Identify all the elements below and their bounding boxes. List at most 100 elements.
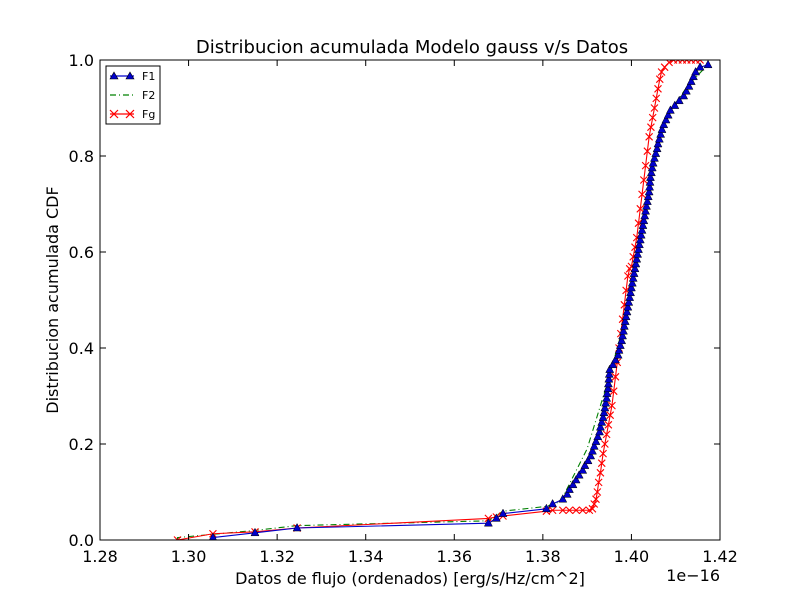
data-point-f1 bbox=[637, 225, 647, 234]
data-point-fg bbox=[572, 506, 580, 515]
x-tick-label: 1.28 bbox=[82, 547, 118, 566]
data-point-f1 bbox=[608, 359, 618, 369]
data-point-f1 bbox=[634, 239, 644, 249]
data-point-f1 bbox=[599, 407, 609, 417]
data-point-f1 bbox=[643, 191, 653, 201]
data-point-f1 bbox=[619, 326, 628, 335]
y-tick-label: 0.2 bbox=[69, 435, 94, 454]
data-point-fg bbox=[638, 190, 646, 199]
data-point-f1 bbox=[645, 177, 655, 186]
legend: F1 F2 Fg bbox=[105, 65, 161, 125]
x-tick-label: 1.40 bbox=[614, 547, 650, 566]
x-tick-label: 1.30 bbox=[171, 547, 207, 566]
data-point-f1 bbox=[621, 311, 631, 321]
x-axis-offset-label: 1e−16 bbox=[666, 566, 720, 585]
data-point-f1 bbox=[614, 345, 624, 354]
data-point-f1 bbox=[635, 234, 645, 244]
data-point-f1 bbox=[593, 431, 603, 441]
data-point-f1 bbox=[642, 196, 652, 205]
chart-title: Distribucion acumulada Modelo gauss v/s … bbox=[196, 37, 628, 58]
data-point-f1 bbox=[558, 494, 568, 503]
data-point-f1 bbox=[652, 143, 662, 153]
data-point-f1 bbox=[674, 95, 684, 105]
data-point-f1 bbox=[681, 86, 691, 95]
data-point-fg bbox=[639, 176, 648, 184]
data-point-fg bbox=[655, 75, 664, 84]
y-tick-label: 0.4 bbox=[69, 339, 94, 358]
data-point-f1 bbox=[568, 479, 578, 489]
data-point-f1 bbox=[630, 263, 640, 273]
data-point-f1 bbox=[629, 268, 639, 277]
x-tick-label: 1.36 bbox=[436, 547, 472, 566]
data-point-fg bbox=[650, 104, 659, 112]
legend-label-fg: Fg bbox=[142, 108, 155, 121]
data-point-fg bbox=[173, 536, 182, 540]
data-point-fg bbox=[657, 68, 666, 76]
data-point-f1 bbox=[659, 119, 669, 129]
data-point-f1 bbox=[646, 172, 655, 181]
data-point-fg bbox=[643, 147, 652, 156]
data-point-fg bbox=[596, 468, 605, 477]
x-tick-label: 1.42 bbox=[702, 547, 738, 566]
data-point-fg bbox=[696, 60, 704, 64]
data-point-f1 bbox=[491, 513, 501, 522]
data-point-f1 bbox=[638, 220, 648, 229]
data-point-fg bbox=[558, 506, 567, 515]
legend-label-f1: F1 bbox=[142, 70, 155, 83]
data-point-f1 bbox=[641, 206, 651, 215]
data-point-f1 bbox=[684, 81, 694, 90]
data-point-f1 bbox=[617, 335, 627, 345]
data-point-fg bbox=[600, 440, 609, 448]
data-point-f1 bbox=[646, 167, 656, 177]
series-f1 bbox=[208, 60, 713, 540]
data-point-f1 bbox=[654, 134, 664, 143]
data-point-f1 bbox=[622, 306, 632, 316]
data-point-fg bbox=[594, 478, 603, 487]
data-point-f1 bbox=[619, 321, 629, 330]
data-point-f1 bbox=[604, 369, 614, 378]
data-point-fg bbox=[647, 123, 655, 132]
data-point-f1 bbox=[601, 398, 611, 407]
data-point-fg bbox=[652, 94, 661, 103]
y-tick-label: 0.8 bbox=[69, 147, 94, 166]
data-point-f1 bbox=[625, 292, 635, 301]
data-point-fg bbox=[623, 272, 632, 280]
data-point-fg bbox=[578, 506, 587, 515]
legend-label-f2: F2 bbox=[142, 89, 155, 102]
data-point-f1 bbox=[600, 402, 610, 412]
data-point-f1 bbox=[689, 71, 698, 81]
data-point-f1 bbox=[650, 153, 659, 162]
data-point-f1 bbox=[623, 302, 633, 311]
data-point-f1 bbox=[639, 215, 649, 225]
data-point-f1 bbox=[498, 508, 508, 517]
series-layer bbox=[173, 60, 713, 540]
x-tick-label: 1.38 bbox=[525, 547, 561, 566]
data-point-f1 bbox=[615, 340, 625, 349]
data-point-f1 bbox=[627, 282, 636, 292]
data-point-fg bbox=[590, 500, 599, 508]
data-point-fg bbox=[602, 430, 611, 439]
data-point-fg bbox=[548, 506, 557, 515]
data-point-f1 bbox=[565, 484, 574, 493]
data-point-f1 bbox=[574, 470, 584, 479]
data-point-fg bbox=[608, 401, 616, 410]
data-point-f1 bbox=[656, 129, 666, 138]
data-point-fg bbox=[592, 495, 600, 504]
y-tick-label: 1.0 bbox=[69, 51, 94, 70]
series-fg bbox=[173, 60, 704, 540]
data-point-f1 bbox=[633, 249, 643, 258]
data-point-f1 bbox=[603, 378, 613, 388]
data-point-fg bbox=[597, 459, 606, 468]
data-point-f1 bbox=[618, 330, 627, 340]
data-point-f1 bbox=[603, 383, 613, 393]
ticks-layer: 1.28 1.30 1.32 1.34 1.36 1.38 1.40 1.42 0.0 0.2 0.… bbox=[69, 51, 738, 566]
data-point-f1 bbox=[648, 158, 658, 167]
y-tick-label: 0.0 bbox=[69, 531, 94, 550]
x-axis-label: Datos de flujo (ordenados) [erg/s/Hz/cm^… bbox=[235, 569, 585, 588]
x-tick-label: 1.32 bbox=[259, 547, 295, 566]
data-point-f1 bbox=[208, 532, 217, 540]
data-point-f1 bbox=[631, 258, 641, 268]
data-point-f1 bbox=[589, 441, 599, 450]
data-point-fg bbox=[645, 132, 654, 141]
data-point-f1 bbox=[665, 105, 675, 114]
